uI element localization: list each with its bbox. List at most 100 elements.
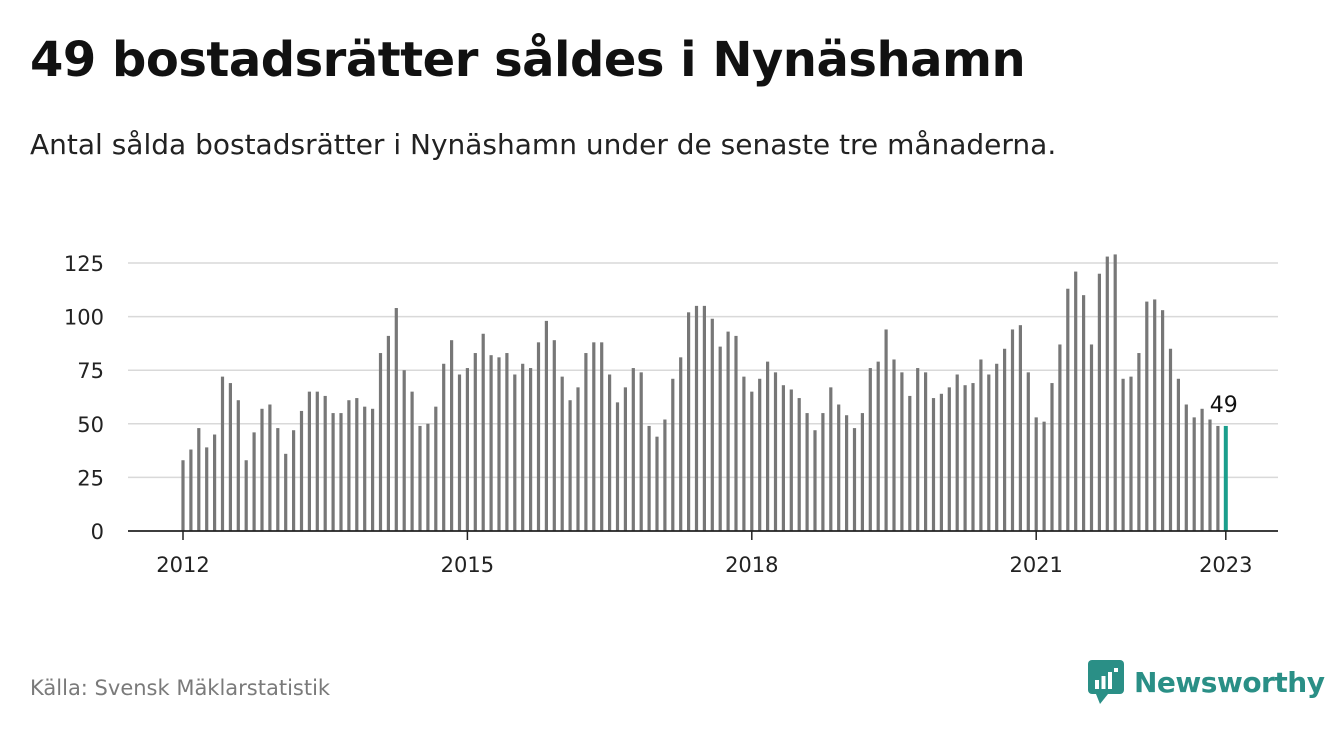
x-tick-label: 2018 [725, 553, 778, 577]
bar [284, 453, 288, 531]
bar [955, 374, 959, 531]
bar [544, 320, 548, 531]
x-tick-label: 2021 [1009, 553, 1062, 577]
bar [1184, 404, 1188, 531]
bar [1192, 417, 1196, 531]
bar [718, 346, 722, 531]
bar [663, 419, 667, 531]
newsworthy-logo-icon [1088, 660, 1124, 704]
bar [205, 447, 209, 531]
bar [939, 393, 943, 531]
bar [639, 372, 643, 531]
bar [631, 368, 635, 531]
bar [497, 357, 501, 531]
bar [1058, 344, 1062, 531]
bar [371, 408, 375, 531]
bar [529, 368, 533, 531]
bar [228, 383, 232, 531]
bar [1153, 299, 1157, 531]
bar [268, 404, 272, 531]
y-axis: 0 25 50 75 100 125 [64, 252, 104, 544]
bar [213, 434, 217, 531]
bar [252, 432, 256, 531]
bar [339, 413, 343, 531]
bar [987, 374, 991, 531]
bar [647, 425, 651, 531]
bar [473, 353, 477, 531]
bar [679, 357, 683, 531]
bar [1216, 425, 1220, 531]
bar [845, 415, 849, 531]
bar [1074, 271, 1078, 531]
bar [386, 335, 390, 531]
bar [1026, 372, 1030, 531]
bar [410, 391, 414, 531]
bar [687, 312, 691, 531]
x-tick-label: 2023 [1199, 553, 1252, 577]
bar [442, 363, 446, 531]
bar [244, 460, 248, 531]
bar [900, 372, 904, 531]
bar [1121, 378, 1125, 531]
bar [995, 363, 999, 531]
bar [773, 372, 778, 531]
bar [1089, 344, 1094, 531]
bar [702, 305, 706, 531]
bar [181, 460, 185, 531]
bar [560, 376, 564, 531]
bar [1145, 301, 1149, 531]
bar [426, 423, 430, 531]
bar [884, 329, 888, 531]
bar [1034, 417, 1038, 531]
bar [615, 402, 620, 531]
bar [197, 428, 201, 531]
bar [1042, 421, 1046, 531]
bar [1066, 288, 1070, 531]
bar [363, 406, 367, 531]
bar [465, 368, 469, 531]
x-tick-label: 2012 [156, 553, 209, 577]
bar [797, 398, 801, 531]
bar [750, 391, 754, 531]
bar [671, 378, 675, 531]
bar [1113, 254, 1117, 531]
bar-latest [1223, 425, 1228, 531]
bar [536, 342, 541, 531]
chart-bars [181, 254, 1228, 531]
bar [963, 385, 967, 531]
bar [315, 391, 319, 531]
bar [355, 398, 359, 531]
bar [418, 425, 422, 531]
bar [521, 363, 525, 531]
bar [1018, 325, 1022, 531]
bar [1010, 329, 1015, 531]
latest-value-label: 49 [1210, 393, 1238, 418]
bar [694, 305, 699, 531]
bar [789, 389, 793, 531]
bar [1003, 348, 1007, 531]
bar [1082, 295, 1086, 531]
bar [331, 413, 335, 531]
bar [766, 361, 770, 531]
bar [1097, 273, 1101, 531]
bar [584, 353, 588, 531]
bar [1105, 256, 1109, 531]
y-tick-label: 0 [91, 520, 104, 544]
bar [781, 385, 785, 531]
bar [947, 387, 951, 531]
bar [1200, 408, 1204, 531]
bar [829, 387, 833, 531]
bar [513, 374, 517, 531]
bar [608, 374, 612, 531]
bar [805, 413, 809, 531]
bar [655, 436, 659, 531]
bar [276, 428, 280, 531]
bar [892, 359, 896, 531]
bar [924, 372, 928, 531]
bar [876, 361, 880, 531]
bar [576, 387, 580, 531]
bar [868, 368, 872, 531]
bar [402, 370, 406, 531]
bar [552, 340, 556, 531]
bar [1161, 310, 1165, 531]
